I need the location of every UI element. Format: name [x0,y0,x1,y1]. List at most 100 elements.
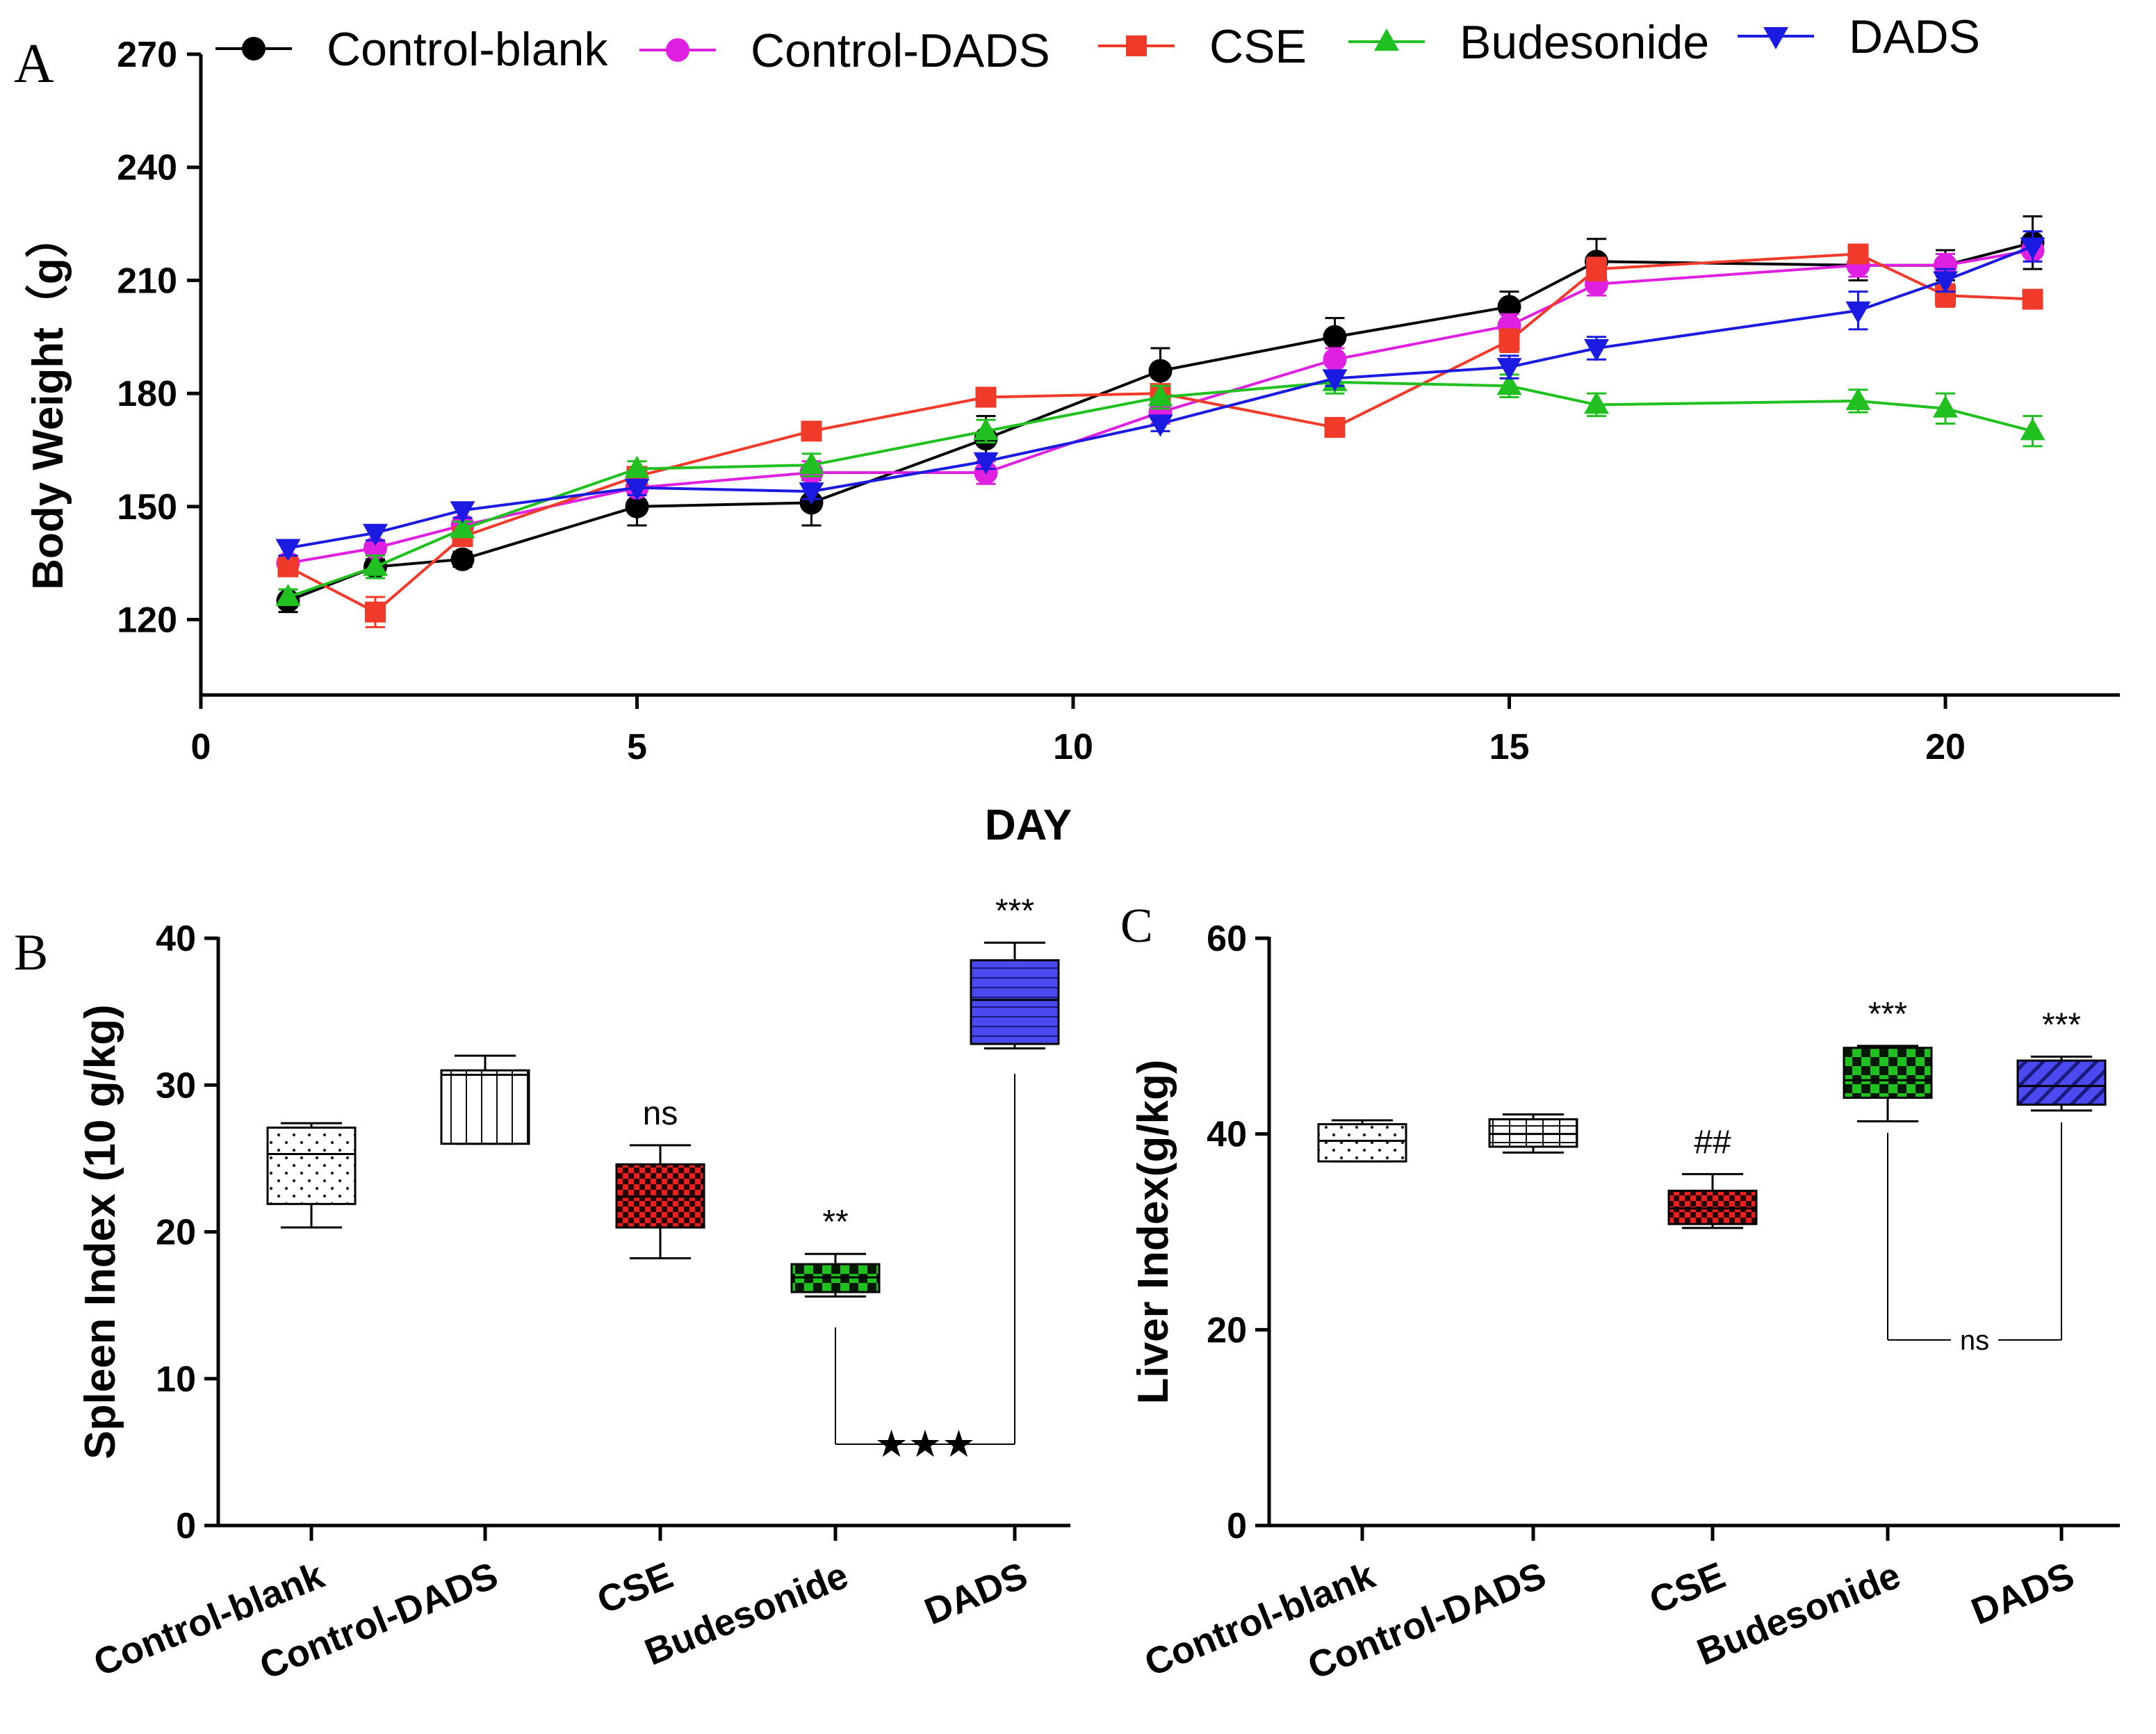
legend-marker [1763,27,1788,49]
x-category-label: DADS [1966,1554,2080,1633]
x-tick-label: 0 [191,727,211,767]
y-tick-label: 10 [156,1359,196,1400]
x-tick-label: 10 [1053,727,1093,767]
legend-label: Budesonide [1460,16,1709,69]
legend-marker [1374,28,1399,51]
panel-label-b: B [14,924,48,981]
legend-entry-control-dads: Control-DADS [639,24,1050,77]
bracket-label-bg [1951,1323,1998,1357]
data-point-control-blank [450,547,475,571]
series-budesonide [275,368,2045,606]
data-point-budesonide [1148,384,1173,407]
significance-label: ** [822,1204,848,1241]
y-axis-title: Spleen Index (10 g/kg) [76,1004,124,1459]
data-point-dads [973,452,999,475]
box-iqr [1317,1123,1407,1163]
data-point-control-blank [625,494,649,518]
data-point-cse [365,601,386,623]
box-iqr [970,959,1060,1045]
data-point-control-blank [1148,359,1173,383]
box-iqr [1843,1047,1933,1099]
box-dads: *** [970,892,1060,1049]
data-point-cse [1586,259,1607,280]
data-point-dads [1584,339,1609,362]
comparison-bracket: ns [1887,1122,2062,1357]
data-point-cse [2022,288,2043,310]
significance-label: *** [1868,996,1907,1033]
box-iqr [2016,1059,2107,1106]
y-tick-label: 20 [1207,1310,1247,1350]
legend-entry-cse: CSE [1098,20,1307,73]
box-control-blank [1317,1119,1407,1163]
x-tick-label: 20 [1925,727,1966,767]
panel-label-c: C [1120,899,1153,953]
data-point-cse [1324,416,1346,438]
y-tick-label: 40 [156,919,196,959]
x-category-label: CSE [1644,1554,1731,1621]
data-point-dads [1496,358,1522,381]
y-axis-title: Liver Index(g/kg) [1129,1059,1177,1404]
data-point-cse [975,386,997,408]
box-control-dads [1488,1113,1578,1154]
series-dads [275,230,2045,562]
data-point-cse [1498,330,1520,352]
y-tick-label: 150 [117,487,177,527]
significance-label: *** [2042,1006,2081,1043]
x-category-label: Budesonide [639,1554,854,1673]
x-tick-label: 15 [1489,727,1530,767]
y-tick-label: 240 [117,148,177,188]
x-category-label: Budesonide [1691,1554,1906,1673]
legend-label: Control-DADS [751,24,1050,77]
data-point-dads [1845,301,1871,324]
legend-label: Control-blank [327,23,608,76]
panel-label-a: A [14,33,54,95]
data-point-budesonide [799,452,824,475]
panel-a-body-weight: 120 150 180 210 240 270 0 5 10 15 20 DAY Body Weight… [24,10,2120,849]
comparison-bracket: ★★★ [835,1074,1015,1465]
data-point-dads [1148,414,1173,437]
data-point-dads [1322,369,1348,392]
y-tick-label: 60 [1207,919,1247,959]
data-point-control-dads [1323,347,1347,372]
y-tick-label: 20 [156,1213,196,1253]
data-point-budesonide [275,583,301,606]
data-point-dads [2020,237,2045,260]
legend-marker [1126,35,1147,56]
box-iqr [266,1127,357,1205]
y-tick-label: 180 [117,374,177,414]
legend-marker [242,37,266,60]
data-point-budesonide [2020,418,2045,441]
data-point-budesonide [973,418,999,441]
y-tick-label: 0 [1227,1506,1247,1546]
data-point-budesonide [1584,391,1609,414]
y-tick-label: 120 [117,600,177,641]
data-point-dads [450,501,475,524]
data-point-cse [1847,243,1869,265]
box-budesonide: ** [790,1204,881,1298]
y-tick-label: 0 [176,1506,196,1546]
box-iqr [440,1069,530,1145]
x-category-label: CSE [591,1554,678,1621]
data-point-control-dads [1934,253,1957,277]
x-category-label: DADS [919,1554,1033,1633]
legend-entry-budesonide: Budesonide [1348,16,1709,69]
bracket-label: ns [1960,1325,1989,1356]
box-cse: ns [615,1095,705,1260]
y-axis-title: Body Weight（g） [24,215,72,590]
data-point-dads [363,523,388,546]
data-point-dads [1933,271,1958,294]
box-control-blank [266,1122,357,1229]
data-point-budesonide [1496,373,1522,395]
box-budesonide: *** [1843,996,1933,1122]
data-point-control-blank [1497,295,1521,319]
x-tick-label: 5 [627,727,647,767]
y-tick-label: 30 [156,1065,196,1106]
x-axis-title: DAY [985,801,1072,849]
legend-label: CSE [1209,20,1307,73]
data-point-cse [801,420,822,442]
significance-label: ## [1694,1124,1731,1161]
data-point-control-blank [1323,325,1347,349]
